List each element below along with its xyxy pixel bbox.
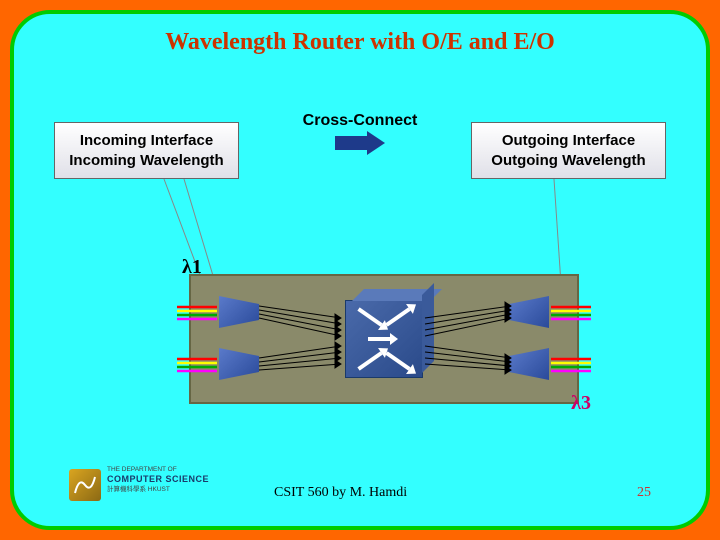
incoming-line1: Incoming Interface <box>65 131 228 151</box>
internal-connections <box>191 276 577 402</box>
page-number: 25 <box>637 485 651 501</box>
cross-connect-label: Cross-Connect <box>280 112 440 150</box>
outgoing-callout: Outgoing Interface Outgoing Wavelength <box>471 122 666 179</box>
incoming-line2: Incoming Wavelength <box>65 151 228 171</box>
router-diagram <box>189 274 579 404</box>
callout-pointers <box>14 14 706 526</box>
outgoing-line1: Outgoing Interface <box>482 131 655 151</box>
arrow-icon <box>335 136 385 150</box>
department-logo: THE DEPARTMENT OF COMPUTER SCIENCE 計算機科學… <box>69 466 234 506</box>
incoming-callout: Incoming Interface Incoming Wavelength <box>54 122 239 179</box>
cross-connect-text: Cross-Connect <box>280 112 440 130</box>
logo-text: THE DEPARTMENT OF COMPUTER SCIENCE 計算機科學… <box>107 466 209 495</box>
outgoing-line2: Outgoing Wavelength <box>482 151 655 171</box>
slide-frame: Wavelength Router with O/E and E/O Cross… <box>10 10 710 530</box>
logo-icon <box>69 469 101 501</box>
lambda3-label: λ3 <box>571 392 591 415</box>
footer-text: CSIT 560 by M. Hamdi <box>274 485 407 501</box>
slide-title: Wavelength Router with O/E and E/O <box>14 29 706 56</box>
